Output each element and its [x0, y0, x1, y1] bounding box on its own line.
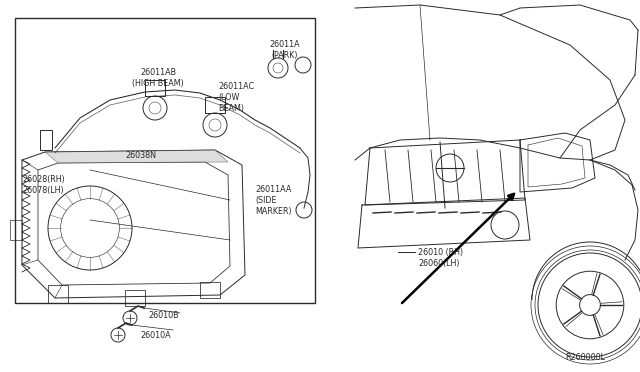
Text: 26011AA
(SIDE
MARKER): 26011AA (SIDE MARKER)	[255, 185, 292, 216]
Text: 26038N: 26038N	[125, 151, 156, 160]
Text: 26010B: 26010B	[148, 311, 179, 321]
Bar	[40, 130, 52, 150]
Text: 26011AC
(LOW
BEAM): 26011AC (LOW BEAM)	[218, 82, 254, 113]
Text: 26010A: 26010A	[140, 331, 171, 340]
Bar	[15, 18, 315, 303]
Bar	[145, 80, 165, 96]
Text: R260000L: R260000L	[565, 353, 605, 362]
Text: 26028(RH)
26078(LH): 26028(RH) 26078(LH)	[22, 175, 65, 195]
Bar	[205, 97, 225, 113]
Text: 26010 (RH)
26060(LH): 26010 (RH) 26060(LH)	[418, 248, 463, 268]
Text: 26011AB
(HIGH BEAM): 26011AB (HIGH BEAM)	[132, 68, 184, 88]
Polygon shape	[45, 150, 228, 163]
Text: 26011A
(PARK): 26011A (PARK)	[269, 40, 300, 60]
